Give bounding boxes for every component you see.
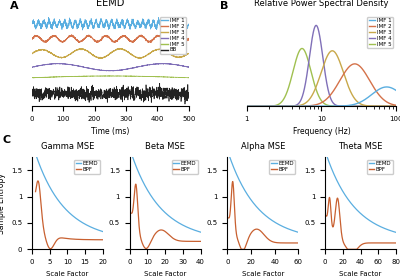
Legend: IMF 1, IMF 2, IMF 3, IMF 4, IMF 5: IMF 1, IMF 2, IMF 3, IMF 4, IMF 5 [367, 17, 393, 48]
Text: B: B [220, 1, 228, 11]
Legend: EEMD, BPF: EEMD, BPF [172, 160, 198, 174]
Text: C: C [2, 135, 10, 145]
Title: Alpha MSE: Alpha MSE [241, 142, 285, 151]
Legend: EEMD, BPF: EEMD, BPF [367, 160, 393, 174]
Legend: EEMD, BPF: EEMD, BPF [74, 160, 100, 174]
X-axis label: Scale Factor: Scale Factor [242, 271, 284, 276]
X-axis label: Scale Factor: Scale Factor [144, 271, 186, 276]
Title: Theta MSE: Theta MSE [338, 142, 383, 151]
Legend: EEMD, BPF: EEMD, BPF [269, 160, 296, 174]
X-axis label: Time (ms): Time (ms) [91, 127, 130, 137]
Title: Beta MSE: Beta MSE [145, 142, 185, 151]
X-axis label: Scale Factor: Scale Factor [46, 271, 88, 276]
Text: A: A [10, 1, 19, 11]
Title: Relative Power Spectral Density: Relative Power Spectral Density [254, 0, 389, 7]
Legend: IMF 1, IMF 2, IMF 3, IMF 4, IMF 5, BB: IMF 1, IMF 2, IMF 3, IMF 4, IMF 5, BB [160, 17, 186, 54]
X-axis label: Scale Factor: Scale Factor [340, 271, 382, 276]
Title: EEMD: EEMD [96, 0, 124, 7]
Y-axis label: Sample Entropy: Sample Entropy [0, 173, 6, 234]
Title: Gamma MSE: Gamma MSE [41, 142, 94, 151]
X-axis label: Frequency (Hz): Frequency (Hz) [292, 127, 350, 137]
